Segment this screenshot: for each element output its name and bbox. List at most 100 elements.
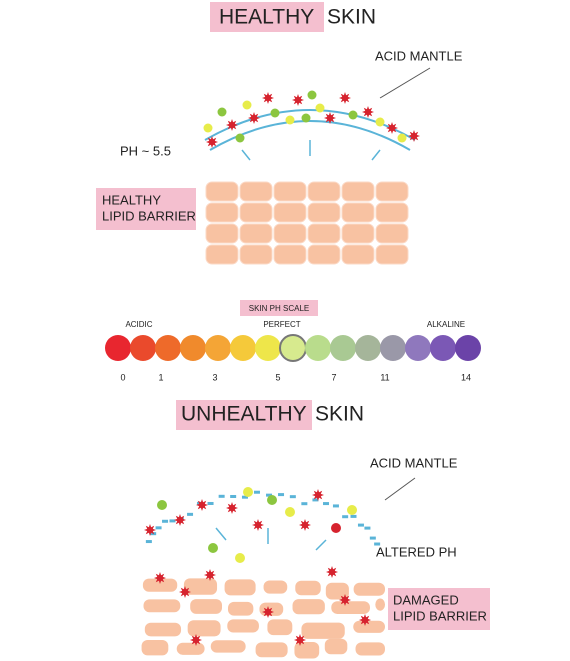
skin-cell	[375, 244, 409, 265]
title-highlight-text: UNHEALTHY	[181, 403, 307, 426]
arrow	[315, 539, 327, 551]
dash	[364, 526, 371, 530]
scale-dot	[305, 335, 331, 361]
particle-star	[190, 634, 202, 646]
dash	[145, 540, 152, 544]
mantle-arc	[209, 120, 411, 151]
particle-star	[324, 112, 336, 124]
scale-tick: 5	[275, 372, 280, 382]
damaged-cell	[227, 601, 254, 616]
particle-star	[204, 569, 216, 581]
damaged-cell	[224, 579, 256, 596]
particle	[157, 500, 167, 510]
dash	[301, 502, 308, 506]
dash	[230, 494, 237, 498]
scale-dot	[330, 335, 356, 361]
damaged-cell	[353, 582, 385, 596]
skin-cell	[375, 202, 409, 223]
damaged-cell	[142, 578, 178, 592]
skin-cell	[239, 223, 273, 244]
particle	[285, 115, 295, 125]
scale-tick: 11	[380, 372, 389, 382]
particle	[242, 100, 252, 110]
skin-cell	[273, 244, 307, 265]
dash	[357, 523, 364, 527]
skin-cell	[341, 244, 375, 265]
particle-star	[359, 614, 371, 626]
dash	[207, 501, 214, 505]
damaged-cell	[210, 640, 246, 653]
ph-label: PH ~ 5.5	[120, 143, 171, 158]
scale-dot	[180, 335, 206, 361]
damaged-cell	[144, 622, 182, 637]
scale-tick: 14	[461, 372, 471, 382]
skin-cell	[273, 202, 307, 223]
title-highlight-text: HEALTHY	[219, 6, 314, 29]
scale-tick: 3	[212, 372, 217, 382]
particle	[217, 107, 227, 117]
damaged-cell	[353, 620, 385, 633]
scale-tick: 1	[158, 372, 163, 382]
damaged-cell	[294, 641, 320, 659]
scale-dot	[255, 335, 281, 361]
scale-dot	[405, 335, 431, 361]
scale-dot	[205, 335, 231, 361]
particle	[347, 505, 357, 515]
particle-star	[196, 499, 208, 511]
particle	[331, 523, 341, 533]
particle-star	[144, 524, 156, 536]
damaged-cell	[143, 599, 181, 613]
title-highlight	[176, 400, 312, 430]
particle	[235, 553, 245, 563]
barrier-label: LIPID BARRIER	[393, 608, 487, 623]
particle-star	[299, 519, 311, 531]
particle-star	[339, 92, 351, 104]
skin-cell	[307, 223, 341, 244]
damaged-cell	[325, 582, 349, 600]
scale-dot	[105, 335, 131, 361]
damaged-cell	[292, 599, 325, 615]
skin-cell	[307, 181, 341, 202]
particle	[267, 495, 277, 505]
particle-star	[262, 92, 274, 104]
dash	[369, 536, 376, 540]
particle-star	[386, 122, 398, 134]
damaged-cell	[187, 620, 221, 637]
pointer-line	[384, 477, 416, 501]
barrier-label: DAMAGED	[393, 592, 459, 607]
dash	[323, 502, 330, 506]
scale-dot	[455, 335, 481, 361]
dash	[266, 493, 273, 497]
skin-cell	[205, 202, 239, 223]
acid-mantle-label: ACID MANTLE	[375, 48, 463, 63]
scale-tick: 0	[120, 372, 125, 382]
dash	[187, 512, 194, 516]
dash	[312, 498, 319, 502]
particle	[235, 133, 245, 143]
damaged-cell	[301, 622, 345, 639]
particle	[270, 108, 280, 118]
particle	[203, 123, 213, 133]
title-text: SKIN	[315, 403, 364, 426]
scale-dot	[130, 335, 156, 361]
damaged-cell	[375, 598, 385, 611]
dash	[278, 493, 285, 497]
damaged-cell	[190, 599, 223, 614]
particle-star	[326, 566, 338, 578]
dash	[253, 490, 260, 494]
barrier-box	[388, 588, 490, 630]
damaged-cell	[141, 639, 169, 656]
damaged-cell	[355, 642, 385, 656]
scale-dot	[230, 335, 256, 361]
dash	[155, 526, 162, 530]
skin-cell	[375, 181, 409, 202]
particle-star	[226, 502, 238, 514]
scale-right: ALKALINE	[427, 320, 465, 329]
scale-tick: 7	[331, 372, 336, 382]
skin-cell	[205, 223, 239, 244]
particle	[315, 103, 325, 113]
particle-star	[312, 489, 324, 501]
dash	[342, 515, 349, 519]
particle	[208, 543, 218, 553]
